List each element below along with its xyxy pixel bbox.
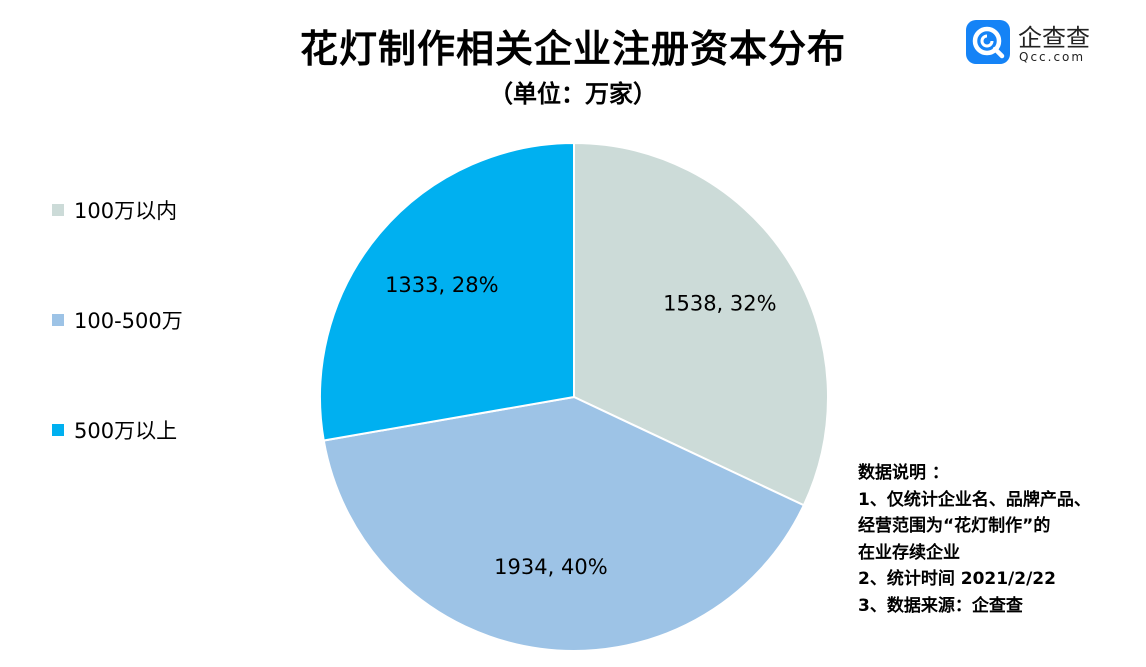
- pie-slice-under-100: [573, 141, 829, 507]
- qcc-logo: 企查查 Qcc.com: [966, 18, 1126, 68]
- qcc-logo-icon: [966, 20, 1010, 64]
- data-label-under-100: 1538, 32%: [663, 291, 776, 315]
- data-notes: 数据说明 ： 1、仅统计企业名、品牌产品、 经营范围为“花灯制作”的 在业存续企…: [858, 460, 1091, 619]
- legend-swatch: [52, 314, 64, 326]
- chart-title: 花灯制作相关企业注册资本分布: [299, 27, 846, 71]
- notes-line: 在业存续企业: [858, 542, 960, 563]
- legend-label: 500万以上: [74, 419, 178, 443]
- legend-label: 100万以内: [74, 199, 178, 223]
- notes-line: 3、数据来源：企查查: [858, 595, 1023, 616]
- legend-item-100-500: 100-500万: [52, 306, 183, 336]
- notes-line: 2、统计时间 2021/2/22: [858, 569, 1056, 589]
- legend-label: 100-500万: [74, 309, 183, 333]
- notes-line: 经营范围为“花灯制作”的: [858, 516, 1051, 536]
- pie-slice-over-500: [319, 141, 575, 442]
- notes-line: 数据说明 ：: [858, 463, 949, 483]
- data-label-100-500: 1934, 40%: [494, 555, 607, 579]
- logo-domain: Qcc.com: [1019, 50, 1086, 64]
- pie-slice-100-500: [322, 395, 806, 652]
- legend-item-under-100: 100万以内: [52, 196, 177, 226]
- data-label-over-500: 1333, 28%: [385, 273, 498, 297]
- legend-swatch: [52, 204, 64, 216]
- legend-swatch: [52, 424, 64, 436]
- notes-line: 1、仅统计企业名、品牌产品、: [858, 489, 1091, 510]
- legend-item-over-500: 500万以上: [52, 416, 177, 446]
- logo-name: 企查查: [1018, 24, 1090, 52]
- chart-subtitle: （单位：万家）: [489, 80, 657, 108]
